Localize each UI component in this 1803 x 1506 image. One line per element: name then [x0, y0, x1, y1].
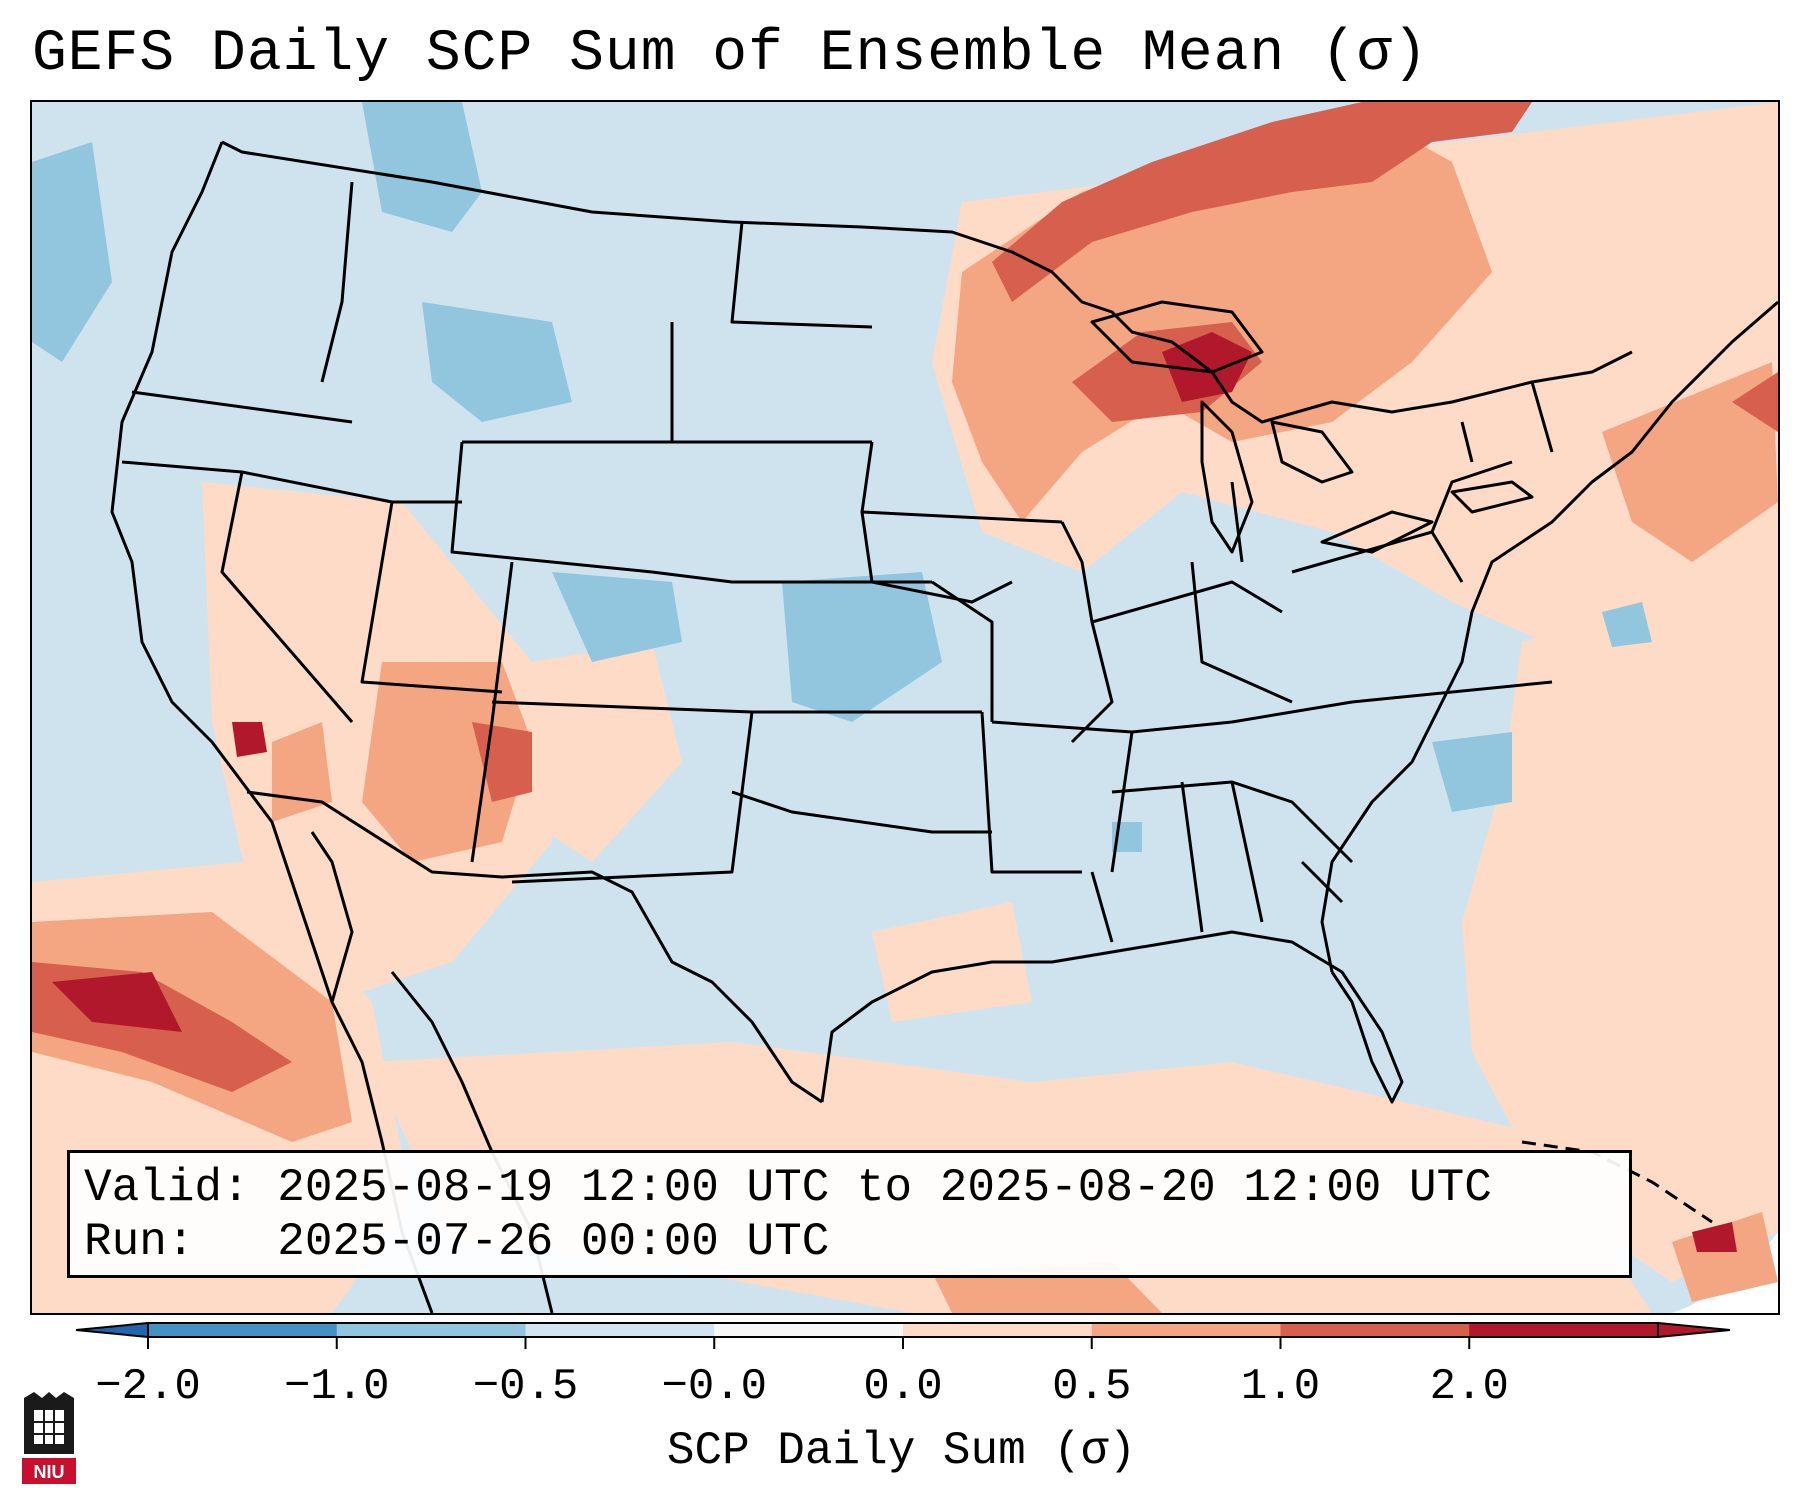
- run-time-text: Run: 2025-07-26 00:00 UTC: [84, 1216, 830, 1268]
- colorbar-segment: [148, 1323, 338, 1337]
- colorbar-extend-high: [1657, 1321, 1731, 1339]
- colorbar-segment: [1091, 1323, 1281, 1337]
- colorbar-tick-label: 1.0: [1240, 1362, 1321, 1412]
- colorbar-label: SCP Daily Sum (σ): [666, 1425, 1137, 1477]
- niu-logo: NIU: [22, 1392, 76, 1484]
- colorbar-tick-label: −0.0: [661, 1362, 768, 1412]
- colorbar-segment: [903, 1323, 1093, 1337]
- boundaries: [110, 140, 1778, 1313]
- colorbar-tick-label: −1.0: [283, 1362, 390, 1412]
- colorbar-extend-low: [75, 1321, 149, 1339]
- colorbar-tick-label: 2.0: [1429, 1362, 1509, 1412]
- colorbar-tick-label: 0.0: [863, 1362, 943, 1412]
- valid-time-text: Valid: 2025-08-19 12:00 UTC to 2025-08-2…: [84, 1162, 1492, 1214]
- map-title: GEFS Daily SCP Sum of Ensemble Mean (σ): [32, 22, 1429, 87]
- colorbar-segment: [525, 1323, 715, 1337]
- colorbar-tick-label: −2.0: [95, 1362, 201, 1412]
- colorbar-segment: [714, 1323, 904, 1337]
- map-canvas: [32, 102, 1778, 1313]
- map-panel: [30, 100, 1780, 1315]
- colorbar-outline: [147, 1322, 1659, 1338]
- colorbar-segment: [1280, 1323, 1470, 1337]
- colorbar-tick-label: −0.5: [472, 1362, 579, 1412]
- valid-run-infobox: Valid: 2025-08-19 12:00 UTC to 2025-08-2…: [67, 1150, 1632, 1278]
- anomaly-negative: [32, 102, 1652, 852]
- colorbar-segment: [336, 1323, 526, 1337]
- projection-edge-right: [1672, 1232, 1778, 1313]
- colorbar-tick-label: 0.5: [1052, 1362, 1132, 1412]
- logo-text: NIU: [34, 1462, 65, 1482]
- colorbar-segment: [1469, 1323, 1659, 1337]
